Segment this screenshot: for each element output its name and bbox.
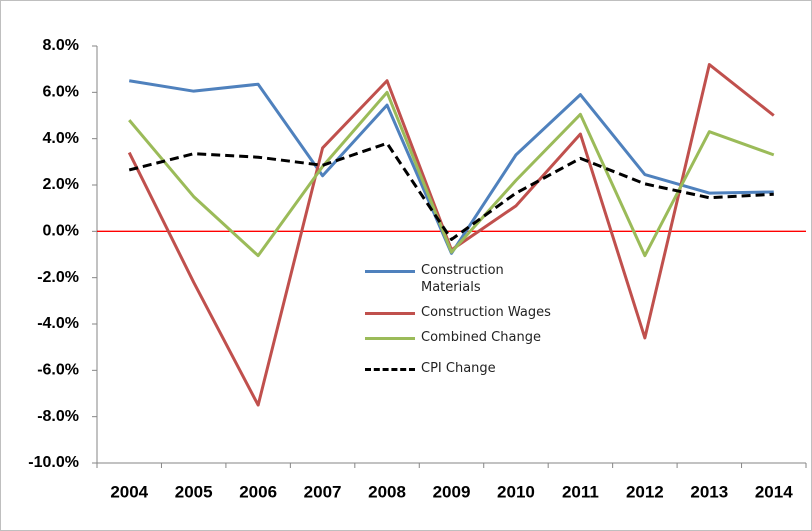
y-tick-label: 2.0% bbox=[43, 176, 79, 193]
series-line bbox=[128, 90, 775, 258]
x-tick-label: 2012 bbox=[626, 482, 664, 501]
y-tick-label: -4.0% bbox=[37, 315, 79, 332]
legend-swatch bbox=[365, 270, 415, 273]
y-tick-label: 6.0% bbox=[43, 84, 79, 101]
legend: Construction Materials Construction Wages… bbox=[365, 262, 551, 385]
y-tick-label: -2.0% bbox=[37, 269, 79, 286]
legend-item: Combined Change bbox=[365, 329, 551, 346]
x-tick-label: 2007 bbox=[304, 482, 342, 501]
legend-item: CPI Change bbox=[365, 360, 551, 377]
x-tick-label: 2014 bbox=[755, 482, 793, 501]
x-tick-label: 2009 bbox=[433, 482, 471, 501]
y-tick-label: 4.0% bbox=[43, 130, 79, 147]
legend-label: Construction Materials bbox=[421, 263, 504, 295]
x-tick-label: 2013 bbox=[690, 482, 728, 501]
x-tick-label: 2004 bbox=[110, 482, 148, 501]
x-tick-label: 2011 bbox=[562, 482, 599, 501]
y-tick-label: -10.0% bbox=[28, 454, 79, 471]
legend-swatch bbox=[365, 368, 415, 371]
series-line bbox=[128, 141, 774, 241]
legend-swatch bbox=[365, 312, 415, 315]
legend-label: Combined Change bbox=[421, 330, 541, 345]
x-tick-label: 2008 bbox=[368, 482, 406, 501]
y-tick-label: 8.0% bbox=[43, 37, 79, 54]
x-tick-label: 2005 bbox=[175, 482, 213, 501]
legend-label: Construction Wages bbox=[421, 305, 551, 320]
y-tick-label: -8.0% bbox=[37, 408, 79, 425]
x-tick-label: 2010 bbox=[497, 482, 535, 501]
y-tick-label: 0.0% bbox=[43, 223, 79, 240]
x-tick-label: 2006 bbox=[239, 482, 277, 501]
legend-swatch bbox=[365, 337, 415, 340]
legend-item: Construction Wages bbox=[365, 304, 551, 321]
y-tick-label: -6.0% bbox=[37, 362, 79, 379]
legend-label: CPI Change bbox=[421, 361, 496, 376]
legend-item: Construction Materials bbox=[365, 262, 551, 296]
